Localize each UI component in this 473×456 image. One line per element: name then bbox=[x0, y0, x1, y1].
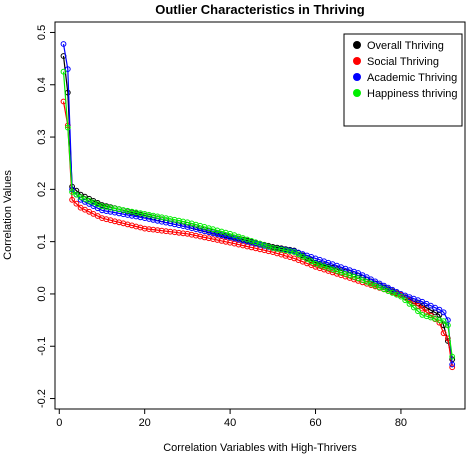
y-tick-label: 0.1 bbox=[36, 234, 48, 249]
data-point bbox=[423, 309, 430, 316]
data-point bbox=[73, 200, 80, 207]
data-point bbox=[445, 322, 451, 329]
y-tick-label: 0.0 bbox=[36, 286, 48, 301]
y-tick-label: 0.4 bbox=[36, 77, 48, 92]
x-tick-label: 40 bbox=[224, 417, 236, 429]
series-line bbox=[62, 101, 453, 368]
data-point bbox=[440, 309, 447, 316]
data-point bbox=[415, 308, 421, 315]
plot-frame bbox=[54, 21, 466, 410]
data-point bbox=[410, 304, 417, 311]
chart-title: Outlier Characteristics in Thriving bbox=[155, 2, 365, 17]
data-point bbox=[449, 361, 456, 368]
data-point bbox=[60, 41, 67, 47]
x-axis-label: Correlation Variables with High-Thrivers bbox=[163, 442, 357, 454]
y-tick-label: 0.2 bbox=[36, 182, 48, 197]
legend-swatch bbox=[353, 57, 361, 65]
series-layer bbox=[60, 41, 456, 371]
data-point bbox=[158, 227, 165, 234]
legend-label: Happiness thriving bbox=[367, 88, 458, 100]
data-point bbox=[299, 253, 306, 260]
series-happiness-thriving bbox=[60, 68, 456, 360]
data-point bbox=[398, 293, 404, 300]
data-point bbox=[64, 66, 71, 72]
data-point bbox=[69, 189, 75, 195]
series-social-thriving bbox=[60, 98, 456, 371]
data-point bbox=[176, 229, 182, 236]
data-point bbox=[295, 251, 302, 258]
data-point bbox=[129, 212, 135, 219]
data-point bbox=[402, 297, 409, 304]
y-tick-label: -0.1 bbox=[36, 337, 48, 356]
legend-label: Social Thriving bbox=[367, 56, 439, 68]
data-point bbox=[406, 301, 413, 307]
data-point bbox=[60, 68, 67, 75]
data-point bbox=[103, 208, 110, 215]
data-point bbox=[69, 196, 75, 203]
data-point bbox=[308, 258, 315, 265]
data-point bbox=[304, 256, 310, 262]
legend-box bbox=[343, 33, 463, 127]
data-point bbox=[436, 306, 443, 313]
data-point bbox=[445, 335, 451, 342]
y-axis-label: Correlation Values bbox=[2, 170, 14, 260]
y-tick-label: 0.5 bbox=[36, 25, 48, 40]
legend-label: Academic Thriving bbox=[367, 72, 457, 84]
data-point bbox=[440, 318, 447, 325]
data-point bbox=[73, 191, 80, 198]
legend-swatch bbox=[353, 89, 361, 97]
data-point bbox=[419, 305, 426, 312]
x-tick-label: 0 bbox=[56, 417, 62, 429]
x-tick-label: 20 bbox=[139, 417, 151, 429]
x-tick-label: 80 bbox=[395, 417, 407, 429]
legend-label: Overall Thriving bbox=[367, 40, 444, 52]
x-axis: 0 20 40 60 80 bbox=[56, 409, 407, 429]
data-point bbox=[440, 330, 447, 337]
data-point bbox=[146, 226, 152, 233]
y-axis: -0.2 -0.1 0.0 0.1 0.2 0.3 0.4 0.5 bbox=[36, 25, 55, 408]
legend: Overall Thriving Social Thriving Academic … bbox=[343, 33, 463, 127]
data-point bbox=[440, 322, 447, 329]
legend-swatch bbox=[353, 41, 361, 49]
data-point bbox=[291, 249, 298, 256]
legend-swatch bbox=[353, 73, 361, 81]
y-tick-label: -0.2 bbox=[36, 389, 48, 408]
x-tick-label: 60 bbox=[309, 417, 321, 429]
data-point bbox=[449, 353, 456, 360]
data-point bbox=[449, 364, 456, 371]
data-point bbox=[64, 124, 71, 131]
y-tick-label: 0.3 bbox=[36, 129, 48, 144]
